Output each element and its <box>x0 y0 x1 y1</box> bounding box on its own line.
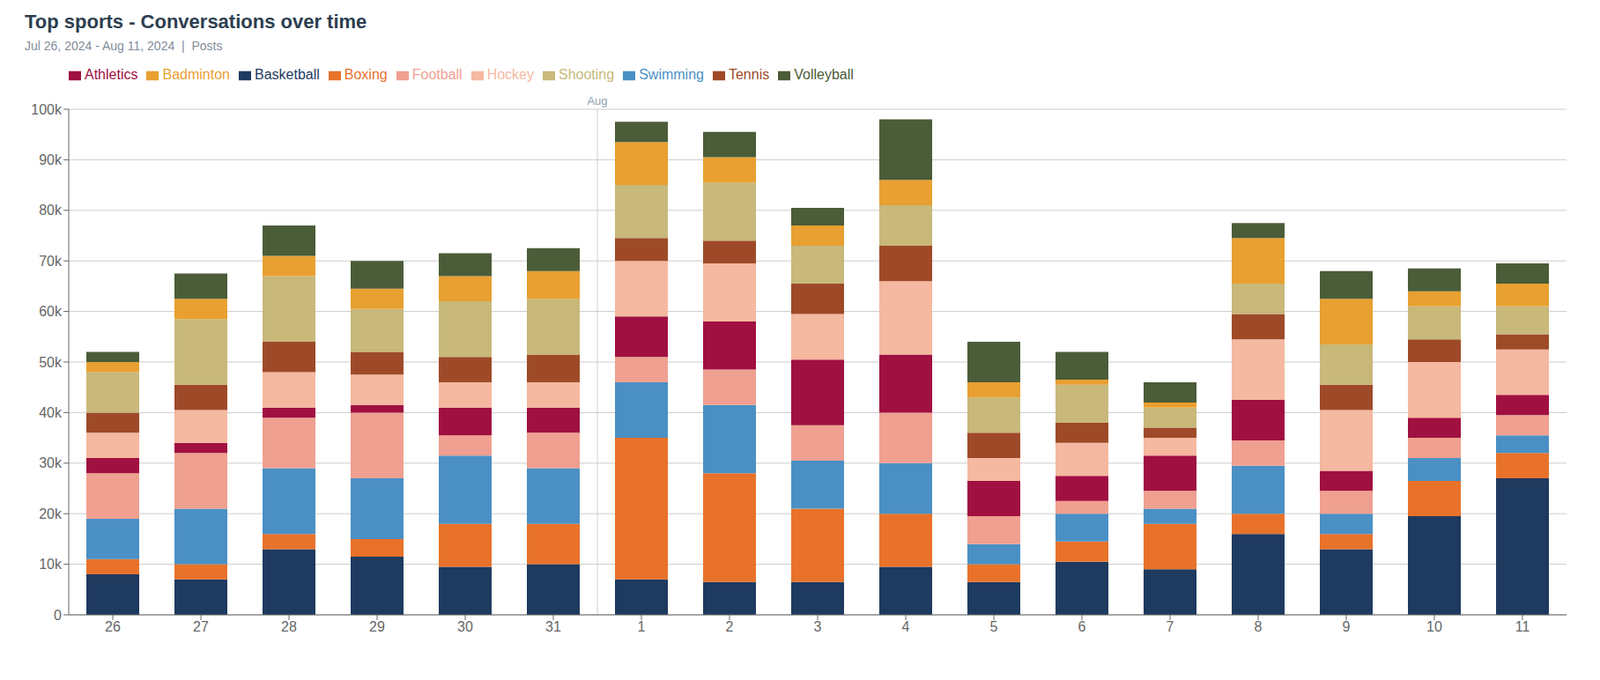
svg-text:70k: 70k <box>38 253 63 269</box>
svg-text:60k: 60k <box>38 303 63 319</box>
svg-text:50k: 50k <box>38 355 63 371</box>
svg-text:80k: 80k <box>38 202 63 218</box>
svg-text:2: 2 <box>725 619 734 635</box>
html-text:Volleyball: Volleyball <box>794 66 854 82</box>
svg-text:0: 0 <box>53 607 62 623</box>
html-text:Badminton: Badminton <box>162 66 230 82</box>
svg-text:5: 5 <box>990 619 999 635</box>
svg-text:30: 30 <box>457 619 474 635</box>
html-text:Tennis: Tennis <box>728 66 770 82</box>
html-text:Swimming: Swimming <box>638 66 704 82</box>
svg-text:40k: 40k <box>38 405 63 421</box>
svg-text:20k: 20k <box>38 506 63 522</box>
svg-text:28: 28 <box>281 619 297 635</box>
svg-text:7: 7 <box>1166 619 1175 635</box>
svg-text:26: 26 <box>104 619 121 635</box>
html-text:Jul 26, 2024 - Aug 11, 2024 |: Jul 26, 2024 - Aug 11, 2024 | Posts <box>24 38 223 53</box>
html-text:Boxing: Boxing <box>344 66 388 82</box>
svg-text:4: 4 <box>902 619 911 635</box>
svg-text:8: 8 <box>1254 619 1263 635</box>
html-text:Shooting: Shooting <box>558 66 615 82</box>
svg-text:9: 9 <box>1342 619 1351 635</box>
svg-text:30k: 30k <box>38 455 63 471</box>
svg-text:3: 3 <box>814 619 823 635</box>
html-text:Basketball: Basketball <box>254 66 320 82</box>
svg-text:27: 27 <box>192 619 209 635</box>
svg-text:31: 31 <box>545 619 562 635</box>
svg-text:29: 29 <box>369 619 386 635</box>
svg-text:1: 1 <box>637 619 646 635</box>
svg-text:10: 10 <box>1426 619 1443 635</box>
svg-text:90k: 90k <box>38 152 63 168</box>
svg-text:10k: 10k <box>38 556 63 572</box>
svg-text:6: 6 <box>1078 619 1087 635</box>
html-text:Top sports - Conversations ove: Top sports - Conversations over time <box>24 10 367 33</box>
svg-text:100k: 100k <box>30 102 63 118</box>
html-text:Football: Football <box>412 66 463 82</box>
svg-text:Aug: Aug <box>586 94 608 108</box>
html-text:Hockey: Hockey <box>486 66 534 82</box>
html-text:Athletics: Athletics <box>84 66 138 82</box>
svg-text:11: 11 <box>1515 619 1531 635</box>
